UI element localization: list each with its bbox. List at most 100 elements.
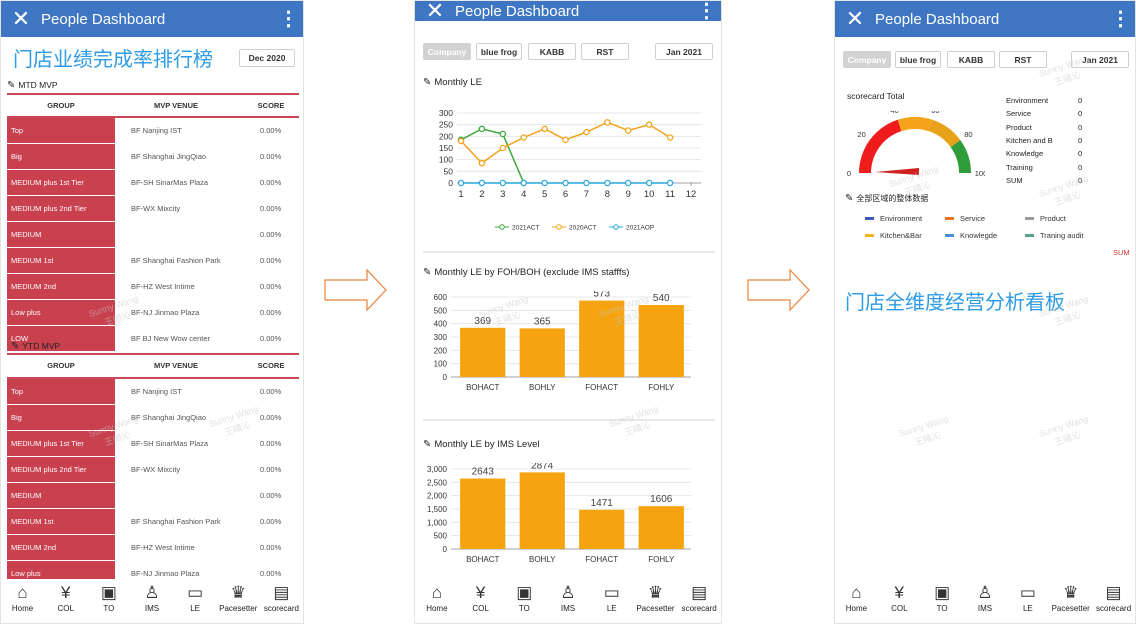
flow-arrow-icon — [324, 268, 387, 312]
date-picker[interactable]: Dec 2020 — [239, 49, 295, 67]
nav-item-ims[interactable]: ♙ IMS — [964, 579, 1007, 623]
data-label: 1606 — [650, 494, 673, 505]
nav-item-le[interactable]: ▭ LE — [174, 579, 217, 623]
mtd-header-group: GROUP — [47, 101, 75, 110]
phone-left: ✕ People Dashboard ⋮ 门店业绩完成率排行榜 Dec 2020… — [0, 0, 304, 624]
annotation-analysis: 门店全维度经营分析看板 — [845, 292, 1065, 314]
x-tick-label: BOHLY — [529, 555, 556, 564]
table-row-group[interactable]: MEDIUM 1st — [7, 248, 115, 273]
table-row-group[interactable]: Top — [7, 379, 115, 404]
nav-item-label: LE — [190, 604, 201, 613]
nav-item-to[interactable]: ▣ TO — [502, 579, 546, 623]
nav-item-col[interactable]: ¥ COL — [459, 579, 503, 623]
table-row-group[interactable]: MEDIUM plus 1st Tier — [7, 431, 115, 456]
legend-item: Product — [1025, 214, 1066, 223]
nav-item-scorecard[interactable]: ▤ scorecard — [260, 579, 303, 623]
x-tick-label: FOHACT — [585, 383, 618, 392]
filter-company[interactable]: Company — [423, 43, 471, 60]
monitor-search-icon: ▭ — [187, 583, 204, 602]
filter-kabb[interactable]: KABB — [947, 51, 995, 68]
overall-title: ✎ 全部区域的整体数据 — [845, 193, 929, 204]
nav-item-home[interactable]: ⌂ Home — [835, 579, 878, 623]
table-row-group[interactable]: Big — [7, 405, 115, 430]
nav-item-label: TO — [518, 604, 530, 613]
nav-item-label: scorecard — [263, 604, 299, 613]
table-row-venue: BF-HZ West Intime — [131, 282, 195, 291]
close-icon[interactable]: ✕ — [11, 6, 31, 31]
bottom-nav: ⌂ Home ¥ COL ▣ TO ♙ IMS ▭ LE ♛ Pacesetter ▤ scorecard — [1, 579, 303, 623]
id-card-icon: ▣ — [934, 583, 951, 602]
table-row-group[interactable]: MEDIUM plus 2nd Tier — [7, 457, 115, 482]
nav-item-ims[interactable]: ♙ IMS — [546, 579, 590, 623]
filter-rst[interactable]: RST — [581, 43, 629, 60]
home-icon: ⌂ — [17, 583, 28, 602]
app-title: People Dashboard — [41, 10, 166, 28]
filter-blue-frog[interactable]: blue frog — [895, 51, 941, 68]
table-row-group[interactable]: Low plus — [7, 300, 115, 325]
nav-item-le[interactable]: ▭ LE — [590, 579, 634, 623]
data-point — [478, 179, 486, 187]
mtd-header-rule — [7, 116, 299, 118]
date-picker[interactable]: Jan 2021 — [655, 43, 713, 60]
nav-item-label: Pacesetter — [1051, 604, 1090, 613]
filter-rst[interactable]: RST — [999, 51, 1047, 68]
score-value: 0 — [1078, 122, 1083, 132]
x-tick-label: BOHACT — [466, 555, 499, 564]
filter-blue-frog[interactable]: blue frog — [476, 43, 522, 60]
y-tick-label: 300 — [439, 108, 453, 118]
filter-company[interactable]: Company — [843, 51, 891, 68]
nav-item-pacesetter[interactable]: ♛ Pacesetter — [1049, 579, 1092, 623]
nav-item-to[interactable]: ▣ TO — [921, 579, 964, 623]
monitor-search-icon: ▭ — [603, 583, 620, 602]
legend-label: 2020ACT — [569, 225, 596, 232]
table-row-group[interactable]: MEDIUM — [7, 483, 115, 508]
nav-item-scorecard[interactable]: ▤ scorecard — [677, 579, 721, 623]
nav-item-pacesetter[interactable]: ♛ Pacesetter — [634, 579, 678, 623]
y-tick-label: 1,500 — [427, 505, 448, 514]
data-point — [520, 179, 527, 187]
more-menu-icon[interactable]: ⋮ — [278, 8, 299, 30]
close-icon[interactable]: ✕ — [845, 6, 865, 31]
nav-item-to[interactable]: ▣ TO — [87, 579, 130, 623]
filter-kabb[interactable]: KABB — [528, 43, 576, 60]
table-row-group[interactable]: LOW — [7, 326, 115, 351]
table-row-group[interactable]: Big — [7, 144, 115, 169]
table-row-group[interactable]: MEDIUM 1st — [7, 509, 115, 534]
legend-marker — [556, 224, 562, 230]
yen-doc-icon: ¥ — [894, 583, 905, 602]
table-row-group[interactable]: MEDIUM 2nd — [7, 274, 115, 299]
nav-item-ims[interactable]: ♙ IMS — [130, 579, 173, 623]
nav-item-col[interactable]: ¥ COL — [878, 579, 921, 623]
nav-item-col[interactable]: ¥ COL — [44, 579, 87, 623]
nav-item-label: Pacesetter — [636, 604, 675, 613]
phone-right: ✕ People Dashboard ⋮ Company blue frog K… — [834, 0, 1136, 624]
data-point — [499, 130, 507, 138]
pencil-icon: ✎ — [423, 77, 432, 88]
table-row-group[interactable]: MEDIUM plus 1st Tier — [7, 170, 115, 195]
table-row-group[interactable]: Top — [7, 118, 115, 143]
x-tick-label: 4 — [521, 189, 526, 200]
close-icon[interactable]: ✕ — [425, 0, 445, 23]
nav-item-le[interactable]: ▭ LE — [1006, 579, 1049, 623]
clipboard-icon: ▤ — [1105, 583, 1122, 602]
x-tick-label: 2 — [479, 189, 484, 200]
table-row-group[interactable]: MEDIUM 2nd — [7, 535, 115, 560]
y-tick-label: 0 — [448, 178, 453, 188]
nav-item-home[interactable]: ⌂ Home — [1, 579, 44, 623]
legend-swatch — [945, 234, 954, 237]
table-row-venue: BF Nanjing IST — [131, 126, 182, 135]
table-row-group[interactable]: MEDIUM — [7, 222, 115, 247]
nav-item-scorecard[interactable]: ▤ scorecard — [1092, 579, 1135, 623]
nav-item-label: TO — [936, 604, 948, 613]
table-row-group[interactable]: MEDIUM plus 2nd Tier — [7, 196, 115, 221]
more-menu-icon[interactable]: ⋮ — [1110, 8, 1131, 30]
nav-item-label: IMS — [560, 604, 576, 613]
data-point — [666, 134, 674, 141]
nav-item-home[interactable]: ⌂ Home — [415, 579, 459, 623]
x-tick-label: BOHLY — [529, 383, 556, 392]
data-label: 573 — [593, 291, 610, 300]
nav-item-pacesetter[interactable]: ♛ Pacesetter — [217, 579, 260, 623]
score-label: Kitchen and B — [1006, 135, 1053, 145]
more-menu-icon[interactable]: ⋮ — [696, 0, 717, 22]
date-picker[interactable]: Jan 2021 — [1071, 51, 1129, 68]
